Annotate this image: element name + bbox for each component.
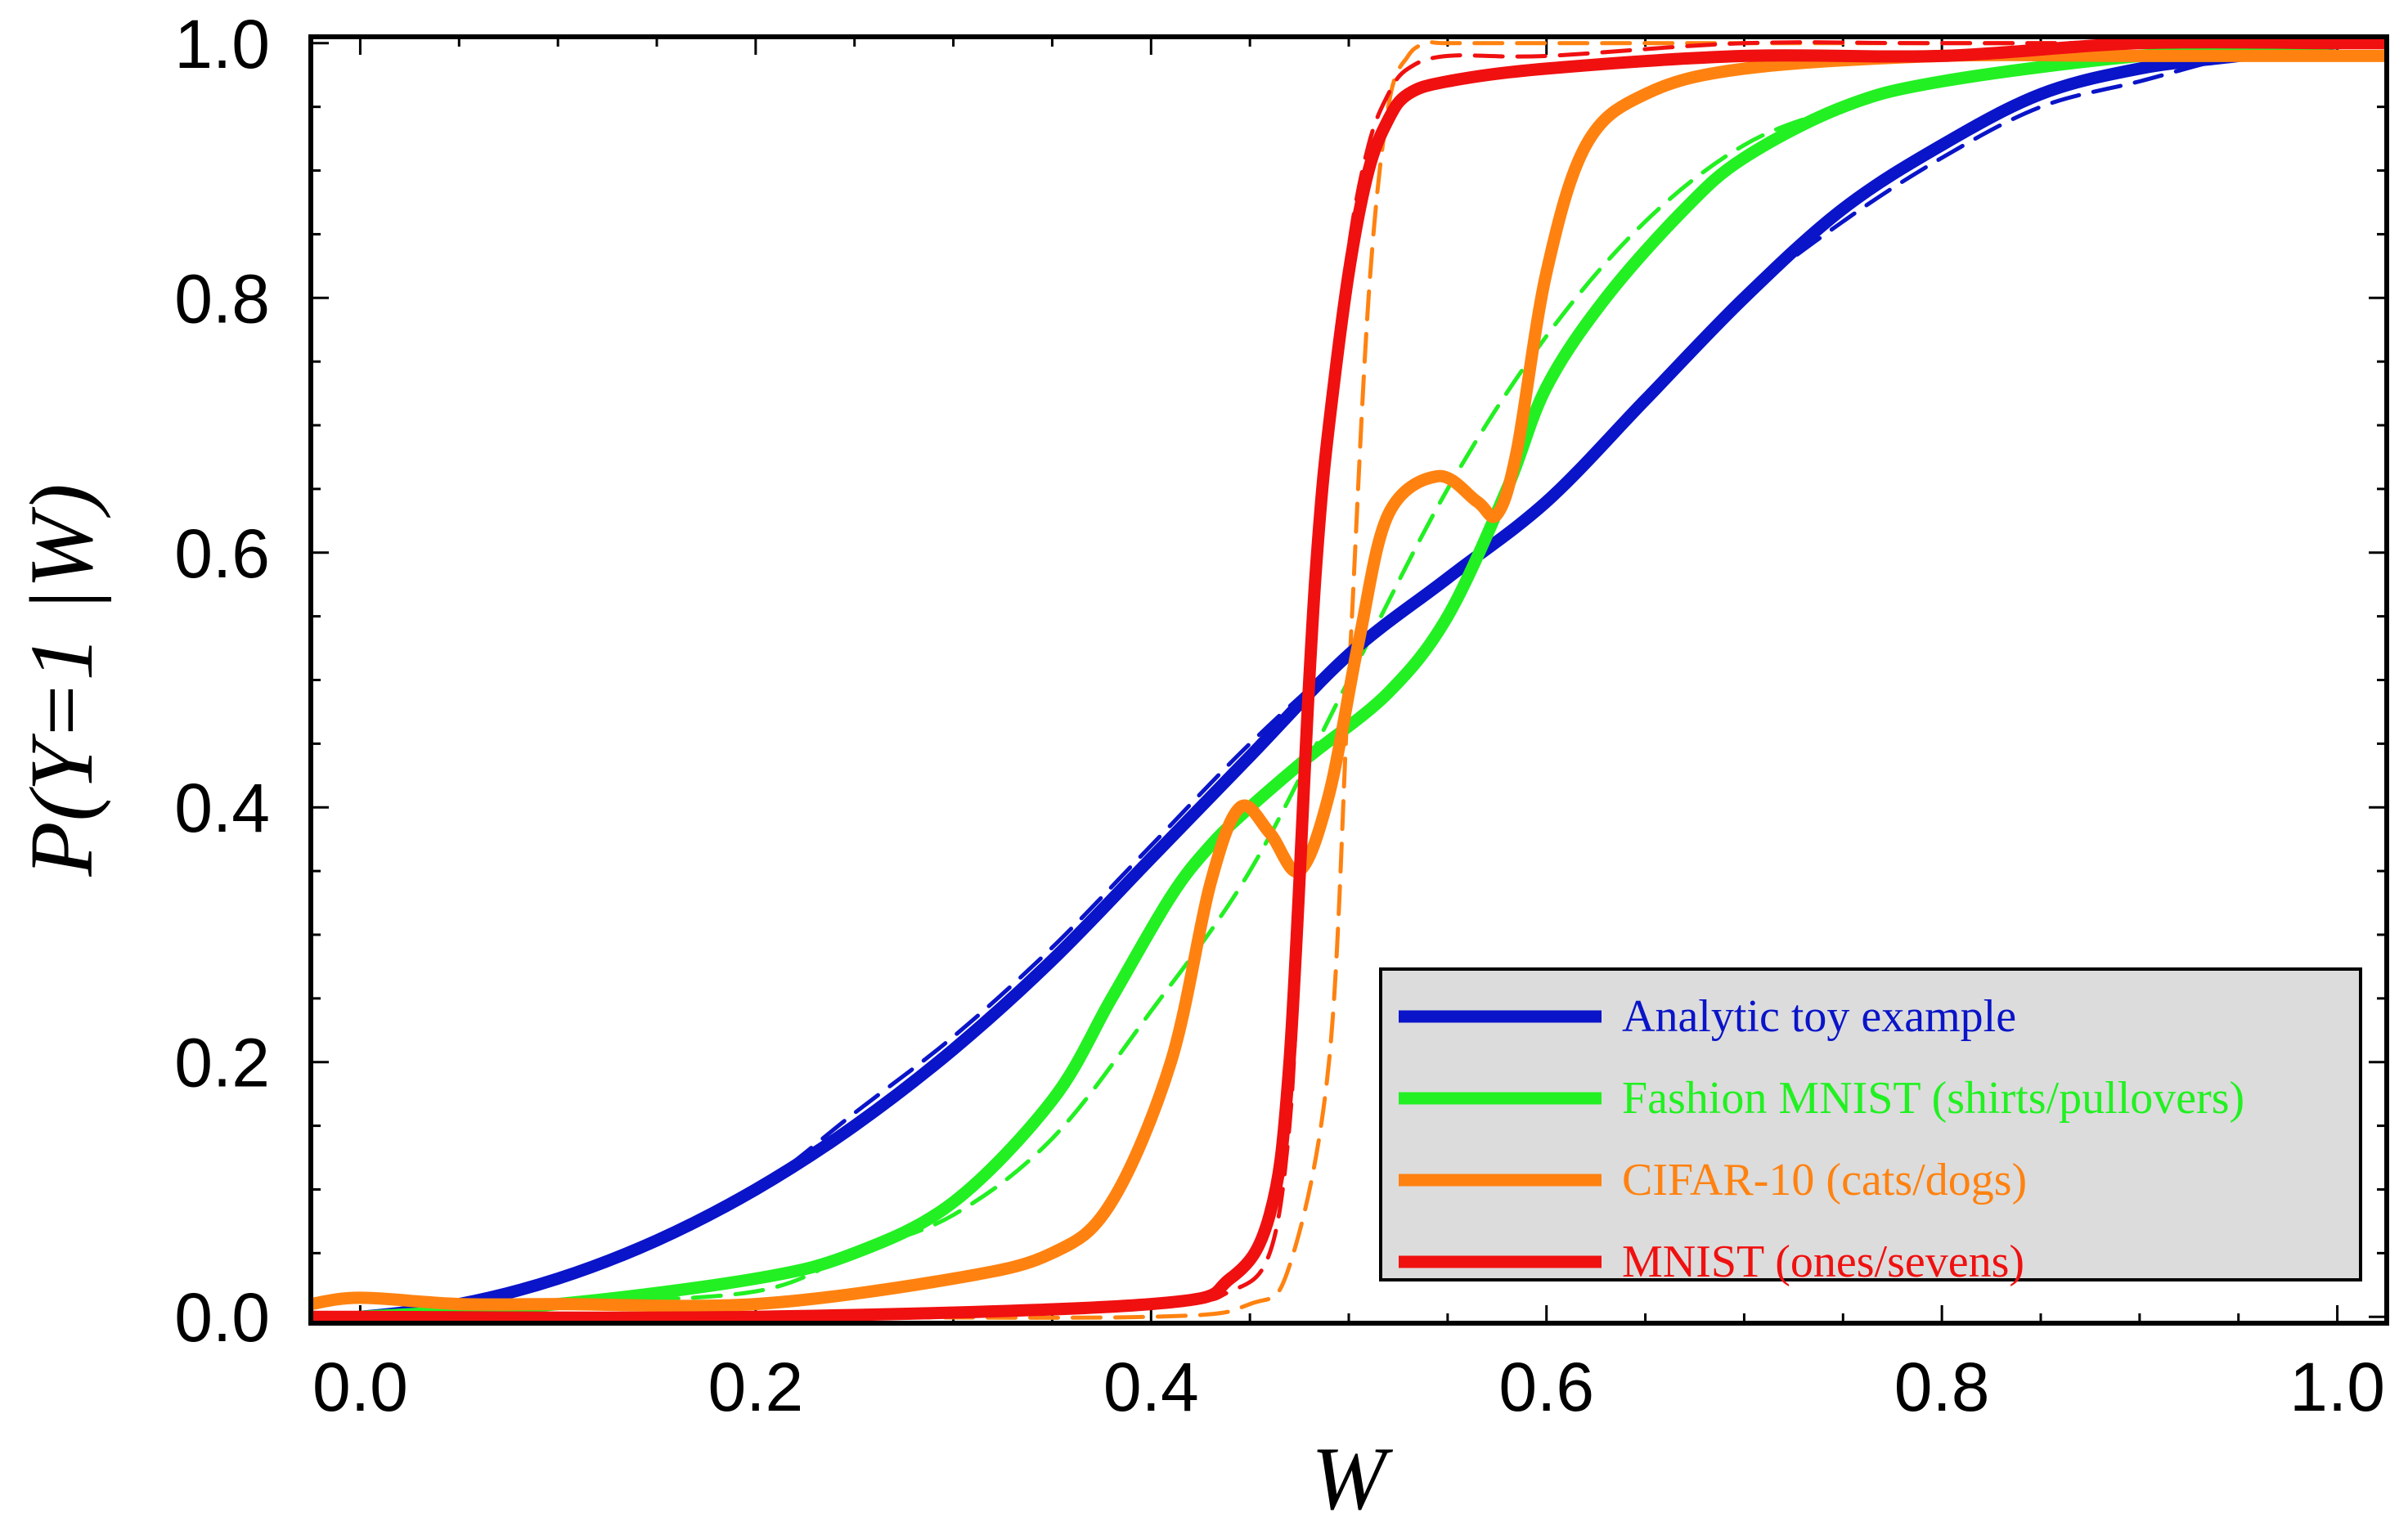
x-tick-label: 0.8 [1894, 1349, 1990, 1425]
y-axis-title: P(Y=1 |W) [11, 483, 111, 877]
legend-label: Analytic toy example [1622, 991, 2016, 1042]
x-tick-label: 1.0 [2289, 1349, 2385, 1425]
legend-label: Fashion MNIST (shirts/pullovers) [1622, 1073, 2244, 1124]
series-line-cifar-10-cats-dogs [311, 48, 2387, 1313]
y-tick-label: 0.4 [174, 770, 270, 846]
legend-label: MNIST (ones/sevens) [1622, 1237, 2024, 1287]
legend: Analytic toy example Fashion MNIST (shirt… [1379, 967, 2362, 1287]
y-tick-label: 0.8 [174, 260, 270, 337]
x-tick-label: 0.4 [1103, 1349, 1199, 1425]
x-tick-label: 0.2 [708, 1349, 803, 1425]
x-tick-label: 0.6 [1498, 1349, 1594, 1425]
plot-frame [308, 34, 2389, 1326]
y-tick-label: 0.6 [174, 515, 270, 592]
y-tick-label: 0.0 [174, 1279, 270, 1356]
y-tick-label: 1.0 [174, 6, 270, 83]
x-tick-labels: 0.0 0.2 0.4 0.6 0.8 1.0 [312, 1349, 2385, 1425]
y-tick-labels: 0.0 0.2 0.4 0.6 0.8 1.0 [174, 6, 270, 1356]
y-tick-label: 0.2 [174, 1025, 270, 1102]
legend-label: CIFAR-10 (cats/dogs) [1622, 1155, 2027, 1205]
x-tick-label: 0.0 [312, 1349, 408, 1425]
series-line-fashion-mnist-shirts-pullovers [311, 37, 2387, 1323]
series-line-mnist-ones-sevens [311, 37, 2387, 1323]
x-axis-title: W [1311, 1429, 1393, 1526]
series-layer [311, 37, 2387, 1323]
series-line-analytic-toy-example [311, 37, 2387, 1323]
